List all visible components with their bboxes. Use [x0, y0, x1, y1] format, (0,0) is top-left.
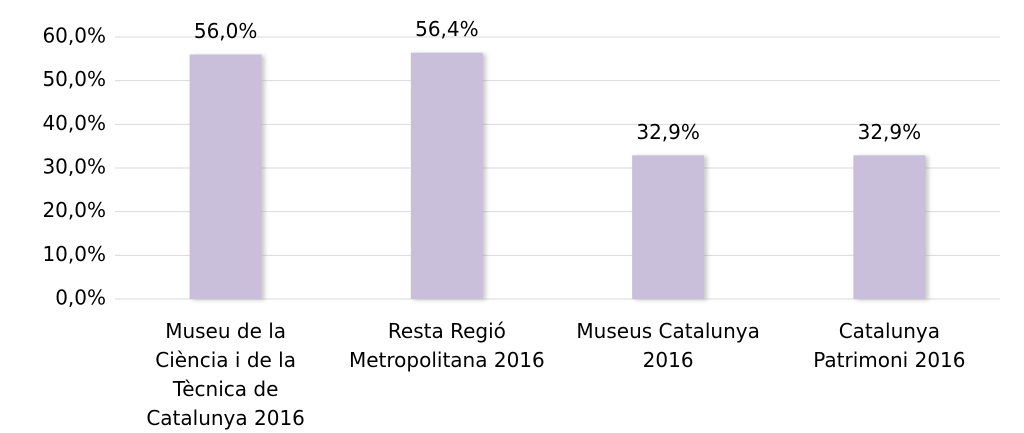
data-label: 56,0% [194, 19, 258, 43]
y-tick-label: 0,0% [55, 286, 106, 310]
x-tick-label: Catalunya Patrimoni 2016 [813, 319, 966, 372]
bar [189, 54, 262, 299]
y-tick-label: 50,0% [42, 67, 106, 91]
data-label: 32,9% [636, 120, 700, 144]
x-tick-label: Resta Regió Metropolitana 2016 [348, 319, 545, 372]
bar [410, 52, 483, 299]
data-label: 32,9% [858, 120, 922, 144]
y-tick-label: 30,0% [42, 155, 106, 179]
bar [853, 155, 926, 299]
y-tick-label: 10,0% [42, 242, 106, 266]
y-tick-label: 40,0% [42, 111, 106, 135]
bar [632, 155, 705, 299]
x-tick-label: Museu de la Ciència i de la Tècnica de C… [146, 319, 305, 430]
y-tick-label: 60,0% [42, 24, 106, 48]
y-tick-label: 20,0% [42, 198, 106, 222]
data-label: 56,4% [415, 17, 479, 41]
x-tick-label: Museus Catalunya 2016 [576, 319, 760, 372]
